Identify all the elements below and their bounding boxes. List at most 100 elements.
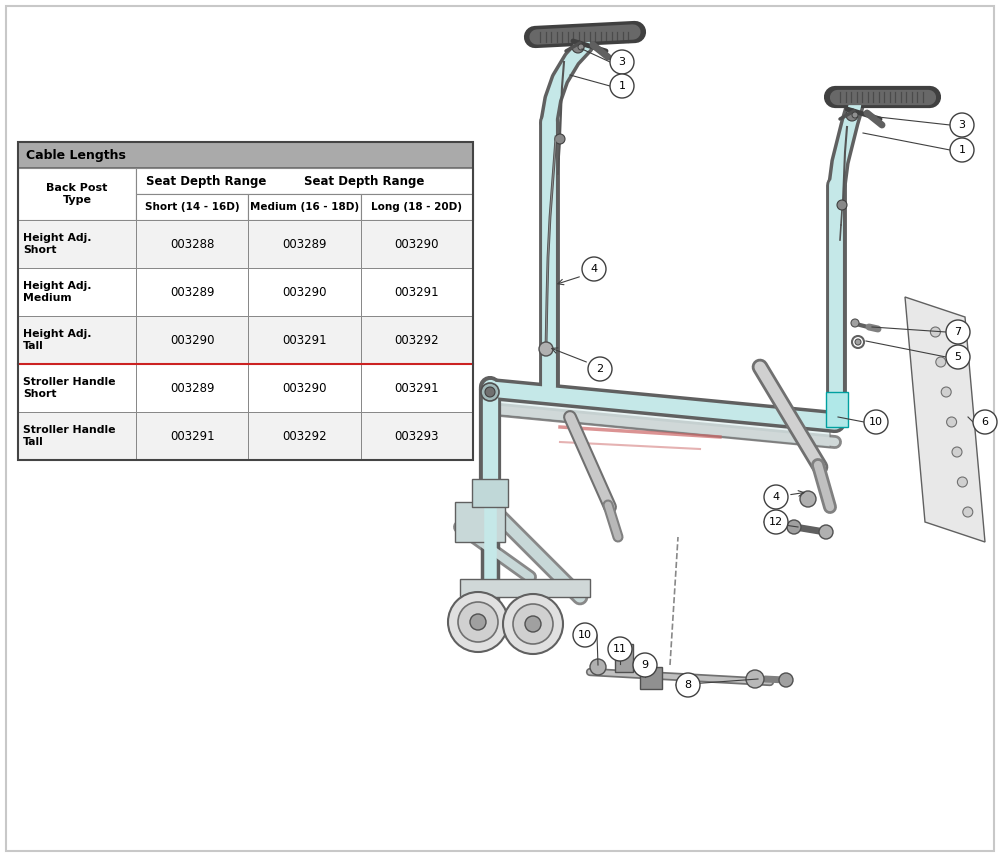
Bar	[640, 667, 662, 689]
Circle shape	[837, 200, 847, 210]
Text: 1: 1	[618, 81, 626, 91]
Text: 003290: 003290	[282, 381, 327, 394]
Circle shape	[578, 44, 584, 50]
Text: Height Adj.
Medium: Height Adj. Medium	[23, 281, 92, 303]
Text: Seat Depth Range: Seat Depth Range	[304, 175, 425, 188]
Circle shape	[950, 113, 974, 137]
Polygon shape	[490, 387, 830, 447]
Text: Height Adj.
Short: Height Adj. Short	[23, 233, 92, 255]
Circle shape	[470, 614, 486, 630]
Text: 10: 10	[869, 417, 883, 427]
Circle shape	[764, 485, 788, 509]
Text: 003290: 003290	[170, 333, 214, 346]
Text: Medium (16 - 18D): Medium (16 - 18D)	[250, 202, 359, 212]
Text: 003293: 003293	[395, 429, 439, 442]
Circle shape	[852, 112, 858, 118]
Bar	[18, 142, 473, 460]
Text: 4: 4	[590, 264, 598, 274]
Bar	[18, 268, 136, 316]
Circle shape	[779, 673, 793, 687]
Bar	[18, 142, 473, 168]
Bar	[460, 579, 590, 597]
Circle shape	[588, 357, 612, 381]
Circle shape	[800, 491, 816, 507]
Bar	[361, 268, 473, 316]
Circle shape	[851, 319, 859, 327]
Bar	[18, 364, 136, 412]
Text: 003291: 003291	[282, 333, 327, 346]
Bar	[361, 220, 473, 268]
Circle shape	[952, 447, 962, 457]
Circle shape	[930, 327, 940, 337]
Circle shape	[582, 257, 606, 281]
Bar	[136, 316, 248, 364]
Text: 7: 7	[954, 327, 962, 337]
Text: Height Adj.
Tall: Height Adj. Tall	[23, 329, 92, 351]
Circle shape	[973, 410, 997, 434]
Circle shape	[764, 510, 788, 534]
Text: 12: 12	[769, 517, 783, 527]
Circle shape	[633, 653, 657, 677]
Text: 6: 6	[982, 417, 988, 427]
Circle shape	[448, 592, 508, 652]
Circle shape	[787, 520, 801, 534]
Bar	[18, 168, 136, 220]
Text: 003288: 003288	[170, 237, 214, 250]
Bar	[136, 364, 248, 412]
Text: 003292: 003292	[395, 333, 439, 346]
Bar	[248, 412, 361, 460]
Circle shape	[936, 357, 946, 367]
Bar	[136, 268, 248, 316]
Circle shape	[946, 345, 970, 369]
Text: 3: 3	[618, 57, 626, 67]
Circle shape	[746, 670, 764, 688]
Circle shape	[503, 594, 563, 654]
Text: 1: 1	[958, 145, 966, 155]
Circle shape	[855, 339, 861, 345]
Circle shape	[485, 387, 495, 397]
Circle shape	[676, 673, 700, 697]
Circle shape	[946, 320, 970, 344]
Bar	[361, 194, 473, 220]
Circle shape	[864, 410, 888, 434]
Circle shape	[572, 41, 584, 53]
Bar	[248, 316, 361, 364]
Bar	[361, 412, 473, 460]
Text: Short (14 - 16D): Short (14 - 16D)	[145, 202, 239, 212]
Text: 003291: 003291	[395, 381, 439, 394]
Text: 003291: 003291	[170, 429, 214, 442]
Circle shape	[963, 507, 973, 517]
Text: 003290: 003290	[282, 285, 327, 298]
Text: 5: 5	[954, 352, 962, 362]
Circle shape	[610, 74, 634, 98]
Bar	[248, 364, 361, 412]
Text: Stroller Handle
Short: Stroller Handle Short	[23, 377, 116, 399]
Circle shape	[950, 138, 974, 162]
Text: Back Post
Type: Back Post Type	[46, 183, 108, 205]
Text: 003289: 003289	[170, 381, 214, 394]
Circle shape	[947, 417, 957, 427]
Text: Seat Depth Range: Seat Depth Range	[146, 175, 266, 188]
Circle shape	[481, 383, 499, 401]
Circle shape	[590, 659, 606, 675]
Bar	[826, 392, 848, 427]
Text: 3: 3	[958, 120, 966, 130]
Polygon shape	[905, 297, 985, 542]
Bar	[18, 220, 136, 268]
Text: 003289: 003289	[170, 285, 214, 298]
Circle shape	[819, 525, 833, 539]
Bar	[361, 364, 473, 412]
Text: 003292: 003292	[282, 429, 327, 442]
Text: 003289: 003289	[282, 237, 327, 250]
Text: Long (18 - 20D): Long (18 - 20D)	[371, 202, 462, 212]
Text: 9: 9	[641, 660, 649, 670]
Bar	[248, 194, 361, 220]
Bar	[615, 644, 633, 672]
Bar	[18, 316, 136, 364]
Bar	[455, 502, 505, 542]
Circle shape	[610, 50, 634, 74]
Text: 2: 2	[596, 364, 604, 374]
Bar	[361, 316, 473, 364]
Bar	[136, 220, 248, 268]
Text: 4: 4	[772, 492, 780, 502]
